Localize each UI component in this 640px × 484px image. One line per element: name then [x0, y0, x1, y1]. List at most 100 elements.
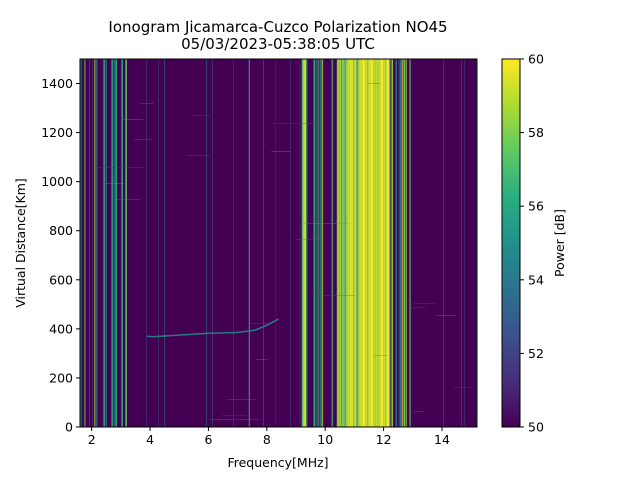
noise-row	[271, 151, 291, 152]
power-column	[405, 59, 408, 427]
power-column	[319, 59, 322, 427]
noise-row	[250, 323, 269, 324]
x-axis: 2 4 6 8 10 12 14	[88, 427, 450, 447]
noise-row	[133, 139, 152, 140]
colorbar-tick-label: 60	[528, 52, 544, 67]
heatmap-background	[80, 59, 477, 427]
power-column	[303, 59, 306, 427]
y-tick-label: 1000	[41, 174, 73, 189]
colorbar	[502, 59, 520, 427]
x-tick-label: 14	[434, 432, 450, 447]
noise-row	[272, 123, 319, 124]
power-column	[331, 59, 334, 427]
power-column	[340, 59, 343, 427]
power-column	[382, 59, 385, 427]
colorbar-label: Power [dB]	[552, 209, 567, 277]
noise-column	[317, 59, 318, 427]
power-column	[301, 59, 304, 427]
noise-column	[332, 59, 333, 427]
power-column	[321, 59, 324, 427]
colorbar-tick-label: 58	[528, 125, 544, 140]
noise-column	[461, 59, 462, 427]
colorbar-tick-label: 52	[528, 346, 544, 361]
noise-row	[97, 167, 144, 168]
noise-row	[295, 239, 319, 240]
y-tick-label: 1200	[41, 125, 73, 140]
power-column	[354, 59, 357, 427]
power-column	[374, 59, 377, 427]
power-column	[96, 59, 98, 427]
power-column	[103, 59, 105, 427]
power-column	[352, 59, 355, 427]
power-column	[111, 59, 113, 427]
power-column	[313, 59, 316, 427]
noise-column	[356, 59, 357, 427]
power-column	[342, 59, 345, 427]
x-tick-label: 12	[376, 432, 392, 447]
noise-column	[443, 59, 444, 427]
chart-title: Ionogram Jicamarca-Cuzco Polarization NO…	[108, 18, 447, 36]
power-column	[376, 59, 379, 427]
power-column	[368, 59, 371, 427]
power-column	[121, 59, 123, 427]
power-column	[366, 59, 369, 427]
noise-column	[299, 59, 300, 427]
power-column	[378, 59, 381, 427]
noise-column	[164, 59, 165, 427]
power-column	[84, 59, 86, 427]
power-column	[395, 59, 398, 427]
noise-row	[373, 355, 388, 356]
x-tick-label: 2	[88, 432, 96, 447]
power-column	[384, 59, 387, 427]
power-column	[348, 59, 351, 427]
power-column	[356, 59, 359, 427]
power-column	[370, 59, 373, 427]
noise-row	[316, 295, 355, 296]
colorbar-axis: 50 52 54 56 58 60	[520, 52, 544, 435]
power-column	[305, 59, 308, 427]
noise-column	[233, 59, 234, 427]
noise-row	[255, 359, 268, 360]
power-column	[113, 59, 115, 427]
y-tick-label: 400	[49, 321, 73, 336]
x-tick-label: 6	[204, 432, 212, 447]
noise-column	[263, 59, 264, 427]
y-tick-label: 800	[49, 223, 73, 238]
noise-row	[413, 303, 435, 304]
colorbar-tick-label: 56	[528, 199, 544, 214]
power-column	[317, 59, 320, 427]
y-axis-label: Virtual Distance[Km]	[13, 178, 28, 308]
y-tick-label: 200	[49, 370, 73, 385]
noise-column	[146, 59, 147, 427]
power-column	[380, 59, 383, 427]
noise-column	[410, 59, 411, 427]
y-tick-label: 600	[49, 272, 73, 287]
noise-column	[398, 59, 399, 427]
power-column	[315, 59, 318, 427]
power-column	[362, 59, 365, 427]
colorbar-tick-label: 50	[528, 420, 544, 435]
noise-row	[121, 119, 144, 120]
noise-row	[209, 419, 259, 420]
power-column	[346, 59, 349, 427]
y-tick-label: 0	[65, 420, 73, 435]
heatmap-area	[80, 59, 477, 427]
power-column	[115, 59, 117, 427]
power-column	[344, 59, 347, 427]
power-column	[336, 59, 339, 427]
noise-row	[303, 223, 349, 224]
x-tick-label: 8	[263, 432, 271, 447]
noise-row	[436, 315, 456, 316]
power-column	[360, 59, 363, 427]
chart-subtitle: 05/03/2023-05:38:05 UTC	[181, 35, 375, 53]
power-column	[338, 59, 341, 427]
power-column	[350, 59, 353, 427]
noise-column	[290, 59, 291, 427]
noise-row	[116, 199, 141, 200]
noise-row	[409, 307, 426, 308]
power-column	[403, 59, 406, 427]
power-column	[372, 59, 375, 427]
noise-column	[275, 59, 276, 427]
